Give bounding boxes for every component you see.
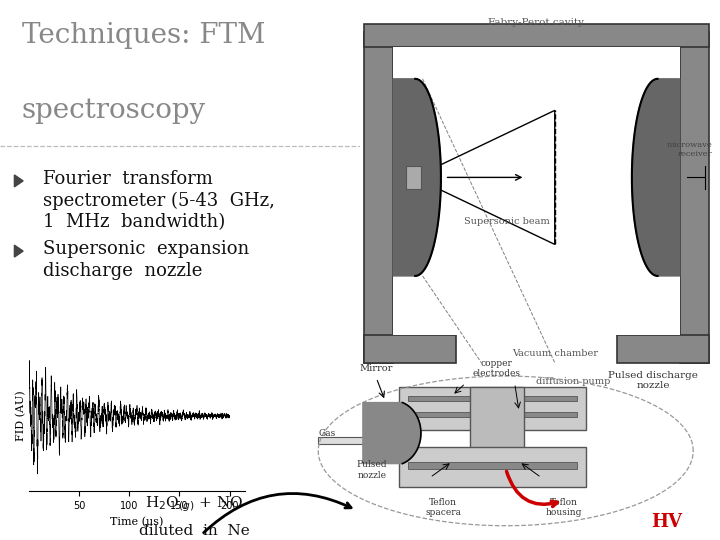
X-axis label: Time (μs): Time (μs) <box>110 517 163 527</box>
Text: diffusion pump: diffusion pump <box>536 377 611 386</box>
Text: copper
electrodes: copper electrodes <box>473 359 521 378</box>
Polygon shape <box>423 110 554 245</box>
Text: Teflon
housing: Teflon housing <box>546 498 582 517</box>
Text: Gas: Gas <box>318 429 336 437</box>
Text: Pulsed discharge
nozzle: Pulsed discharge nozzle <box>608 370 698 390</box>
FancyBboxPatch shape <box>318 437 394 444</box>
Text: Teflon
spacera: Teflon spacera <box>426 498 462 517</box>
FancyBboxPatch shape <box>399 387 586 429</box>
FancyBboxPatch shape <box>393 48 680 335</box>
Polygon shape <box>14 245 23 257</box>
Text: Supersonic  expansion: Supersonic expansion <box>43 240 249 258</box>
FancyBboxPatch shape <box>364 335 456 363</box>
FancyBboxPatch shape <box>364 31 393 363</box>
FancyBboxPatch shape <box>408 396 577 401</box>
Text: 1  MHz  bandwidth): 1 MHz bandwidth) <box>43 213 225 231</box>
Text: HV: HV <box>651 513 682 531</box>
FancyBboxPatch shape <box>617 335 709 363</box>
FancyBboxPatch shape <box>364 24 709 48</box>
Text: Mirror: Mirror <box>359 364 393 373</box>
Polygon shape <box>393 79 441 276</box>
FancyBboxPatch shape <box>470 387 523 451</box>
Text: Supersonic beam: Supersonic beam <box>464 217 550 226</box>
FancyBboxPatch shape <box>408 462 577 469</box>
Text: spectroscopy: spectroscopy <box>22 97 206 124</box>
Text: Techniques: FTM: Techniques: FTM <box>22 22 265 49</box>
Text: spectrometer (5-43  GHz,: spectrometer (5-43 GHz, <box>43 192 275 210</box>
Text: Pulsed
nozzle: Pulsed nozzle <box>356 460 387 480</box>
Text: diluted  in  Ne: diluted in Ne <box>139 524 250 538</box>
Y-axis label: FID (AU): FID (AU) <box>16 390 26 441</box>
Text: Fabry-Perot cavity: Fabry-Perot cavity <box>488 18 585 27</box>
Polygon shape <box>14 175 23 187</box>
FancyBboxPatch shape <box>408 411 577 417</box>
FancyBboxPatch shape <box>399 447 586 487</box>
Text: Fourier  transform: Fourier transform <box>43 170 213 188</box>
Polygon shape <box>632 79 680 276</box>
Polygon shape <box>363 403 421 463</box>
FancyBboxPatch shape <box>406 166 420 189</box>
Text: Vacuum chamber: Vacuum chamber <box>512 349 598 358</box>
Text: discharge  nozzle: discharge nozzle <box>43 262 202 280</box>
FancyBboxPatch shape <box>680 31 709 363</box>
Text: microwave
receiver: microwave receiver <box>667 141 713 158</box>
Text: H$_2$O$_{(g)}$ + NO: H$_2$O$_{(g)}$ + NO <box>145 494 243 514</box>
